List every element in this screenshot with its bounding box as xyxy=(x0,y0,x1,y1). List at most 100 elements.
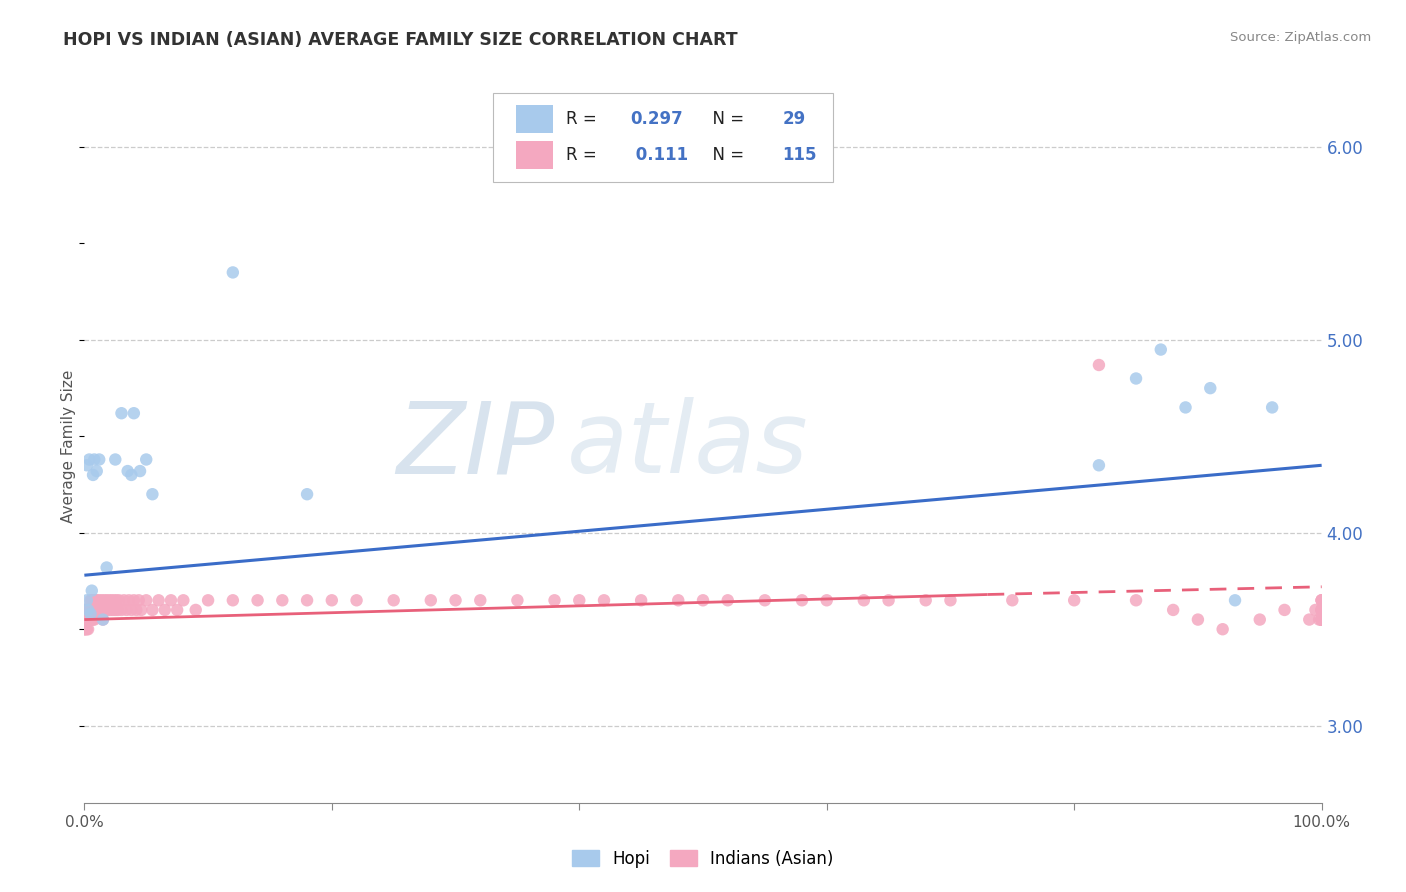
Point xyxy=(105,593,128,607)
Point xyxy=(754,593,776,607)
Point xyxy=(91,613,114,627)
Point xyxy=(939,593,962,607)
Point xyxy=(76,593,98,607)
Point xyxy=(790,593,813,607)
Point xyxy=(108,593,131,607)
Point xyxy=(692,593,714,607)
Point xyxy=(73,622,96,636)
Text: atlas: atlas xyxy=(567,398,808,494)
Text: 29: 29 xyxy=(782,111,806,128)
Legend: Hopi, Indians (Asian): Hopi, Indians (Asian) xyxy=(565,844,841,875)
Point xyxy=(135,593,157,607)
Point xyxy=(112,593,135,607)
Point xyxy=(98,593,121,607)
FancyBboxPatch shape xyxy=(516,105,554,134)
Point xyxy=(83,613,105,627)
Point xyxy=(382,593,405,607)
Point xyxy=(77,622,100,636)
Point xyxy=(77,603,100,617)
Point xyxy=(122,593,145,607)
Point xyxy=(1310,613,1333,627)
Text: HOPI VS INDIAN (ASIAN) AVERAGE FAMILY SIZE CORRELATION CHART: HOPI VS INDIAN (ASIAN) AVERAGE FAMILY SI… xyxy=(63,31,738,49)
Point xyxy=(80,613,103,627)
Point xyxy=(76,622,98,636)
Point xyxy=(96,593,118,607)
Point xyxy=(75,613,97,627)
Point xyxy=(543,593,565,607)
Point xyxy=(1187,613,1209,627)
Point xyxy=(120,603,142,617)
Point xyxy=(76,603,98,617)
Point xyxy=(117,464,139,478)
Point xyxy=(346,593,368,607)
Point xyxy=(1125,371,1147,385)
Point xyxy=(1310,593,1333,607)
Point xyxy=(97,603,120,617)
Point xyxy=(125,603,148,617)
Point xyxy=(1150,343,1173,357)
Point xyxy=(295,593,318,607)
Text: 115: 115 xyxy=(782,146,817,164)
Point xyxy=(1310,613,1333,627)
Point xyxy=(1310,603,1333,617)
Text: Source: ZipAtlas.com: Source: ZipAtlas.com xyxy=(1230,31,1371,45)
Point xyxy=(93,593,115,607)
Point xyxy=(76,458,98,473)
Point xyxy=(75,622,97,636)
Point xyxy=(1310,593,1333,607)
Point xyxy=(815,593,838,607)
Point xyxy=(470,593,492,607)
Point xyxy=(593,593,616,607)
FancyBboxPatch shape xyxy=(492,93,832,182)
Point xyxy=(222,593,245,607)
Point xyxy=(76,613,98,627)
Text: R =: R = xyxy=(565,111,602,128)
Point xyxy=(79,613,101,627)
FancyBboxPatch shape xyxy=(516,141,554,169)
Point xyxy=(1310,603,1333,617)
Point xyxy=(1001,593,1024,607)
Point xyxy=(73,613,96,627)
Point xyxy=(135,452,157,467)
Point xyxy=(1088,358,1111,372)
Point xyxy=(444,593,467,607)
Point xyxy=(118,593,141,607)
Point xyxy=(153,603,176,617)
Point xyxy=(717,593,740,607)
Point xyxy=(1274,603,1296,617)
Point xyxy=(73,613,96,627)
Point xyxy=(1212,622,1234,636)
Point xyxy=(77,613,100,627)
Point xyxy=(91,613,114,627)
Point xyxy=(107,603,129,617)
Point xyxy=(73,622,96,636)
Point xyxy=(1063,593,1085,607)
Point xyxy=(1310,613,1333,627)
Y-axis label: Average Family Size: Average Family Size xyxy=(60,369,76,523)
Point xyxy=(101,603,124,617)
Point xyxy=(84,593,107,607)
Text: R =: R = xyxy=(565,146,602,164)
Point xyxy=(1249,613,1271,627)
Point xyxy=(82,613,104,627)
Point xyxy=(1125,593,1147,607)
Point xyxy=(79,607,101,621)
Point xyxy=(129,464,152,478)
Point xyxy=(128,593,150,607)
Point xyxy=(172,593,194,607)
Point xyxy=(1305,603,1327,617)
Point xyxy=(1310,593,1333,607)
Point xyxy=(1310,613,1333,627)
Point xyxy=(73,603,96,617)
Point xyxy=(79,603,101,617)
Point xyxy=(90,593,112,607)
Point xyxy=(89,452,111,467)
Point xyxy=(914,593,936,607)
Point xyxy=(77,603,100,617)
Point xyxy=(184,603,207,617)
Point xyxy=(295,487,318,501)
Text: N =: N = xyxy=(702,111,749,128)
Point xyxy=(666,593,689,607)
Point xyxy=(75,603,97,617)
Text: ZIP: ZIP xyxy=(396,398,554,494)
